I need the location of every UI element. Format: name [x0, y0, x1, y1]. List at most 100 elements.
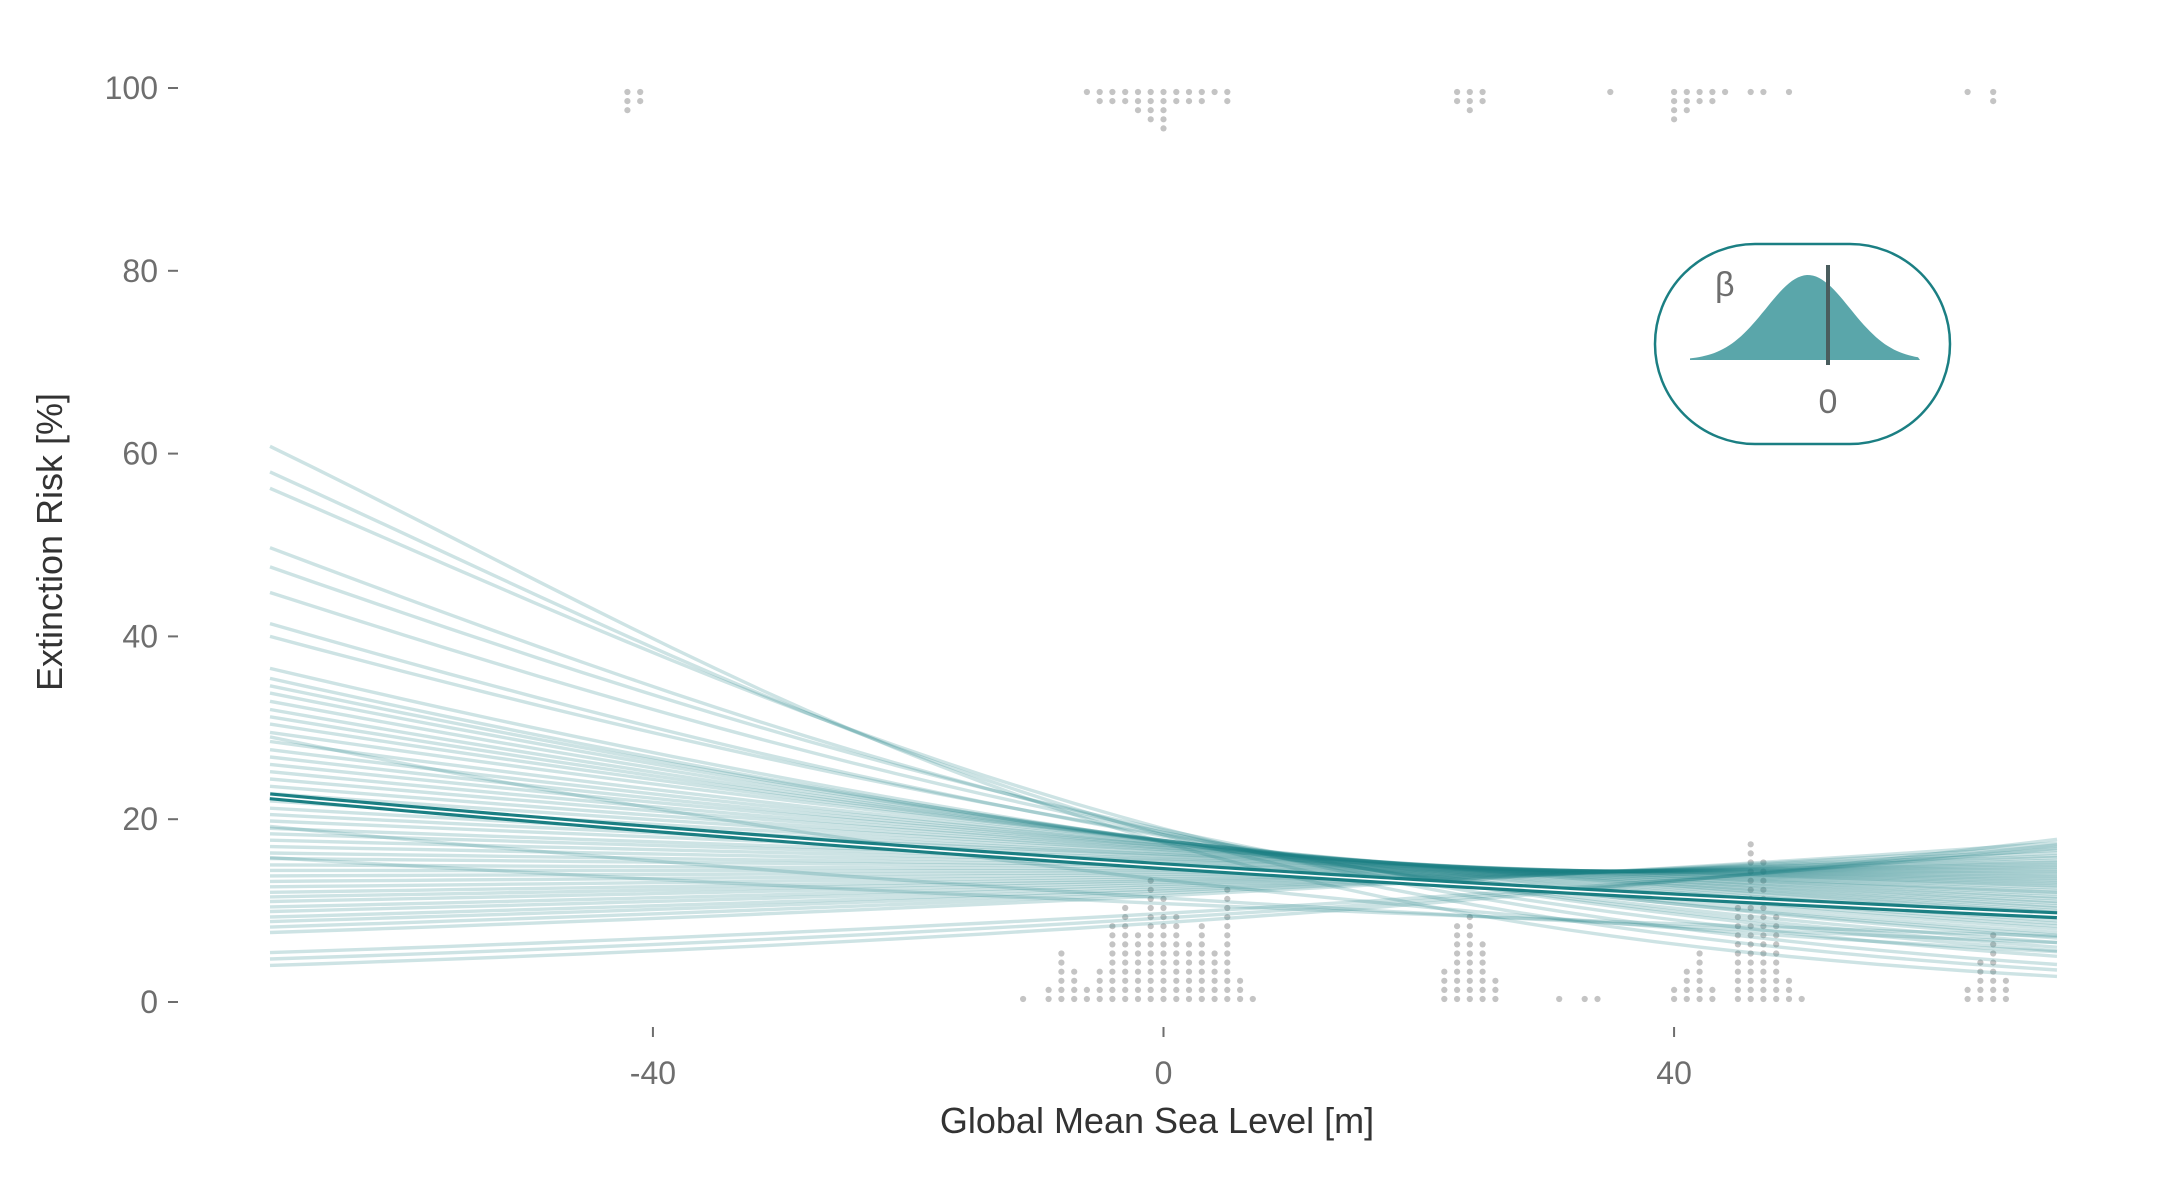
occurrence-point: [1734, 959, 1741, 966]
x-tick-label: 40: [1656, 1055, 1692, 1091]
occurrence-point: [1760, 995, 1767, 1003]
occurrence-point: [1760, 88, 1767, 96]
occurrence-point: [1147, 895, 1154, 903]
occurrence-point: [1083, 995, 1090, 1003]
occurrence-point: [1160, 88, 1167, 96]
occurrence-point: [1760, 914, 1767, 921]
occurrence-point: [1492, 995, 1499, 1003]
occurrence-points: [624, 88, 2009, 1003]
inset-zero-tick-label: 0: [1819, 383, 1838, 421]
occurrence-point: [1747, 850, 1754, 857]
occurrence-point: [1122, 88, 1129, 96]
occurrence-point: [1466, 88, 1473, 96]
beta-posterior-inset: β 0: [1653, 242, 1952, 446]
occurrence-point: [1122, 986, 1129, 994]
occurrence-point: [1224, 986, 1231, 994]
occurrence-point: [1734, 932, 1741, 939]
occurrence-point: [1479, 88, 1486, 96]
posterior-draw-line: [269, 837, 2058, 968]
occurrence-point: [1441, 968, 1448, 975]
occurrence-point: [1096, 986, 1103, 994]
occurrence-point: [1160, 904, 1167, 912]
occurrence-point: [1773, 923, 1780, 930]
posterior-draw-line: [269, 846, 2058, 955]
occurrence-point: [1747, 88, 1754, 96]
occurrence-point: [1773, 941, 1780, 948]
occurrence-point: [1185, 977, 1193, 984]
occurrence-point: [1185, 88, 1193, 96]
posterior-draw-line: [269, 855, 2058, 909]
posterior-draw-line: [269, 770, 2058, 904]
occurrence-point: [1198, 923, 1205, 930]
occurrence-point: [1198, 977, 1205, 984]
occurrence-point: [1683, 88, 1690, 96]
occurrence-point: [1671, 116, 1678, 123]
occurrence-point: [1109, 986, 1116, 994]
occurrence-point: [1671, 88, 1678, 96]
posterior-draw-line: [269, 812, 2058, 890]
occurrence-point: [1058, 995, 1065, 1003]
occurrence-point: [1734, 923, 1741, 930]
y-tick-label: 60: [122, 436, 158, 472]
posterior-draw-line: [269, 832, 2058, 884]
occurrence-point: [1211, 950, 1218, 957]
occurrence-point: [1990, 98, 1997, 105]
occurrence-point: [1249, 995, 1256, 1003]
occurrence-point: [1185, 959, 1193, 966]
posterior-draw-line: [269, 735, 2058, 954]
occurrence-point: [1454, 923, 1461, 930]
occurrence-point: [1977, 977, 1984, 984]
occurrence-point: [1760, 868, 1767, 875]
occurrence-point: [1466, 959, 1473, 966]
occurrence-point: [1211, 88, 1218, 96]
occurrence-point: [1122, 941, 1129, 948]
occurrence-point: [1147, 986, 1154, 994]
occurrence-point: [1198, 968, 1205, 975]
occurrence-point: [1747, 841, 1754, 848]
occurrence-point: [1122, 977, 1129, 984]
occurrence-point: [1773, 986, 1780, 994]
occurrence-point: [1466, 941, 1473, 948]
occurrence-point: [1683, 107, 1690, 114]
occurrence-point: [1198, 986, 1205, 994]
occurrence-point: [1237, 986, 1244, 994]
occurrence-point: [1747, 932, 1754, 939]
occurrence-point: [1160, 986, 1167, 994]
occurrence-point: [1466, 923, 1473, 930]
occurrence-point: [1224, 923, 1231, 930]
occurrence-point: [1556, 995, 1563, 1003]
occurrence-point: [1683, 986, 1690, 994]
occurrence-point: [1198, 98, 1205, 105]
occurrence-point: [1990, 950, 1997, 957]
posterior-draw-line: [269, 865, 2058, 884]
y-axis: 0 20 40 60 80 100: [105, 70, 178, 1020]
posterior-draw-line: [269, 860, 2058, 899]
occurrence-point: [1709, 88, 1716, 96]
occurrence-point: [1479, 98, 1486, 105]
x-axis: -40 0 40: [630, 1027, 1692, 1091]
occurrence-point: [1747, 941, 1754, 948]
beta-density-shape: [1690, 275, 1920, 360]
occurrence-point: [1581, 995, 1588, 1003]
posterior-draw-line: [269, 867, 2058, 878]
occurrence-point: [1696, 968, 1703, 975]
occurrence-point: [1224, 98, 1231, 105]
occurrence-point: [1147, 941, 1154, 948]
occurrence-point: [1147, 932, 1154, 939]
occurrence-point: [1211, 977, 1218, 984]
occurrence-point: [1696, 88, 1703, 96]
occurrence-point: [1990, 977, 1997, 984]
y-axis-title: Extinction Risk [%]: [29, 393, 70, 691]
posterior-draw-line: [269, 590, 2058, 949]
occurrence-point: [1594, 995, 1601, 1003]
occurrence-point: [1237, 977, 1244, 984]
occurrence-point: [1671, 98, 1678, 105]
occurrence-point: [1747, 904, 1754, 912]
posterior-draw-line: [269, 844, 2058, 929]
posterior-draw-line: [269, 791, 2058, 896]
occurrence-point: [1760, 886, 1767, 893]
posterior-draw-curves: [269, 444, 2058, 979]
occurrence-point: [1058, 968, 1065, 975]
occurrence-point: [1734, 904, 1741, 912]
posterior-draw-line: [269, 843, 2058, 961]
